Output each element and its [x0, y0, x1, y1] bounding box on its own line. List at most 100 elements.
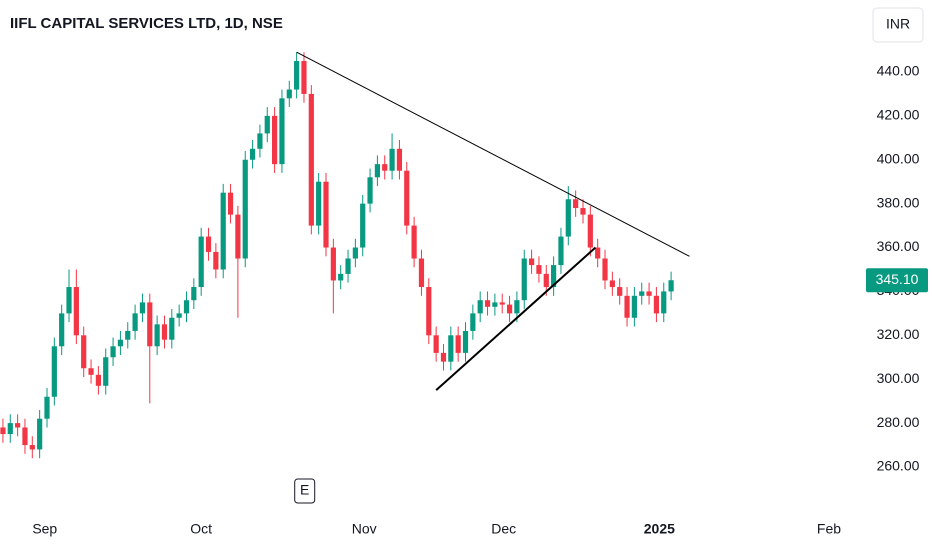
candle-body: [536, 265, 542, 274]
x-tick-label: Dec: [491, 521, 516, 537]
candle-body: [161, 324, 168, 340]
event-label: E: [300, 482, 309, 498]
candle-body: [213, 251, 219, 270]
candle-body: [235, 214, 241, 259]
trendline: [435, 246, 597, 391]
candle-body: [249, 148, 256, 160]
candle-body: [294, 61, 300, 90]
candle-body: [330, 247, 336, 281]
currency-label: INR: [886, 16, 910, 32]
currency-box[interactable]: [872, 7, 924, 43]
candle-body: [169, 317, 175, 340]
candle-body: [506, 304, 513, 314]
y-tick-label: 320.00: [877, 326, 920, 342]
y-tick-label: 400.00: [877, 150, 920, 166]
candle-body: [95, 374, 101, 386]
candle-body: [462, 330, 469, 353]
candle-body: [617, 287, 623, 296]
x-tick-label: Feb: [817, 521, 841, 537]
candle-body: [404, 170, 410, 226]
candle-body: [499, 302, 505, 305]
candle-body: [587, 214, 593, 248]
candle-body: [653, 295, 660, 314]
y-tick-label: 280.00: [877, 414, 920, 430]
candle-body: [264, 115, 270, 134]
candle-body: [609, 280, 615, 288]
y-tick-label: 420.00: [877, 107, 920, 123]
y-tick-label: 440.00: [877, 63, 920, 79]
candle-body: [279, 98, 285, 165]
candle-body: [558, 236, 564, 266]
y-tick-label: 300.00: [877, 370, 920, 386]
candle-body: [411, 225, 417, 259]
candle-body: [308, 93, 314, 226]
candle-body: [66, 287, 72, 314]
candle-body: [345, 258, 351, 274]
candle-body: [88, 368, 94, 375]
candle-body: [272, 115, 278, 165]
candle-body: [565, 199, 571, 237]
candle-body: [352, 247, 358, 259]
candle-body: [374, 164, 381, 178]
candle-body: [29, 445, 35, 450]
candle-body: [528, 258, 535, 266]
candle-body: [639, 291, 645, 296]
candle-body: [176, 313, 182, 318]
candle-body: [602, 258, 608, 281]
candle-body: [183, 300, 190, 314]
candle-body: [301, 61, 307, 94]
candle-body: [543, 273, 549, 288]
candle-body: [338, 273, 344, 281]
candle-body: [286, 89, 292, 99]
candle-body: [198, 236, 204, 288]
candle-body: [470, 313, 476, 331]
candle-body: [81, 335, 87, 369]
y-tick-label: 260.00: [877, 458, 920, 474]
candle-body: [396, 148, 403, 171]
candle-body: [242, 159, 248, 259]
candle-body: [668, 280, 674, 292]
candle-body: [139, 302, 146, 314]
candle-body: [514, 300, 520, 314]
candle-body: [125, 330, 131, 340]
candle-body: [37, 418, 43, 450]
trendline: [296, 51, 690, 257]
candle-body: [367, 177, 373, 204]
candle-body: [448, 335, 454, 362]
candle-body: [521, 258, 527, 301]
candle-body: [440, 352, 447, 362]
candle-body: [595, 247, 601, 259]
candle-body: [7, 423, 13, 435]
candle-body: [73, 287, 79, 336]
last-price-tag: [866, 268, 928, 293]
candle-body: [44, 396, 50, 419]
candle-body: [110, 346, 116, 358]
candle-body: [646, 291, 652, 296]
candle-body: [477, 300, 483, 314]
candle-body: [631, 295, 637, 318]
candle-body: [205, 236, 212, 252]
candle-body: [323, 181, 329, 248]
candle-body: [382, 164, 388, 171]
x-tick-label: 2025: [644, 521, 675, 537]
candle-body: [132, 313, 138, 331]
candle-body: [389, 148, 395, 171]
candle-body: [455, 335, 461, 353]
y-tick-label: 380.00: [877, 194, 920, 210]
x-tick-label: Sep: [32, 521, 57, 537]
x-tick-label: Nov: [352, 521, 377, 537]
x-tick-label: Oct: [190, 521, 212, 537]
candle-body: [492, 302, 498, 307]
candle-body: [154, 324, 160, 347]
candle-body: [433, 335, 439, 353]
event-box[interactable]: [294, 478, 316, 504]
candle-body: [661, 291, 667, 314]
candle-body: [418, 258, 425, 288]
candle-body: [191, 287, 197, 301]
candle-body: [257, 133, 263, 149]
y-tick-label: 360.00: [877, 238, 920, 254]
candle-body: [15, 423, 21, 428]
candle-body: [0, 427, 6, 435]
